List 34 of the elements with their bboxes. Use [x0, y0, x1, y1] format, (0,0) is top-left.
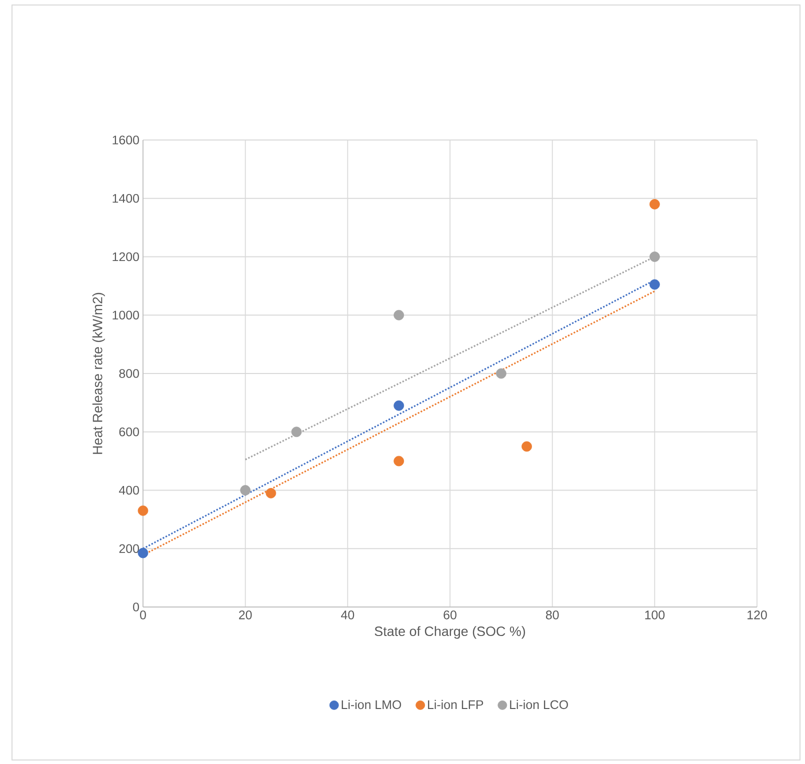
x-tick-label: 60 [444, 610, 456, 620]
x-tick-label: 0 [140, 610, 146, 620]
point [291, 426, 302, 438]
y-tick-label: 1000 [112, 310, 139, 320]
y-tick-label: 0 [133, 602, 139, 612]
x-tick-label: 40 [341, 610, 354, 620]
x-tick-label: 120 [748, 610, 767, 620]
y-tick-label: 200 [119, 544, 139, 554]
legend-label: Li-ion LFP [428, 700, 484, 710]
point [394, 456, 404, 466]
point [649, 252, 660, 262]
point [138, 506, 148, 516]
y-tick-label: 1600 [112, 136, 139, 144]
y-tick-label: 800 [119, 369, 139, 378]
point [138, 548, 148, 558]
x-axis-title: State of Charge (SOC %) [374, 626, 526, 639]
x-tick-label: 20 [239, 610, 252, 620]
y-tick-label: 1400 [112, 194, 139, 203]
y-tick-label: 400 [118, 486, 139, 495]
point [394, 400, 404, 411]
x-tick-label: 100 [645, 610, 665, 620]
x-tick-label: 80 [546, 610, 559, 620]
point [649, 199, 660, 210]
y-tick-label: 600 [119, 427, 139, 436]
point [394, 310, 404, 320]
y-tick-label: 1200 [112, 252, 139, 262]
legend-label: Li-ion LCO [510, 700, 568, 710]
point [522, 441, 532, 452]
point [496, 368, 506, 379]
point [649, 279, 660, 290]
legend-label: Li-ion LMO [342, 700, 402, 710]
y-axis-title: Heat Release rate (kW/m2) [92, 292, 105, 454]
point [266, 488, 276, 498]
point [240, 485, 251, 496]
